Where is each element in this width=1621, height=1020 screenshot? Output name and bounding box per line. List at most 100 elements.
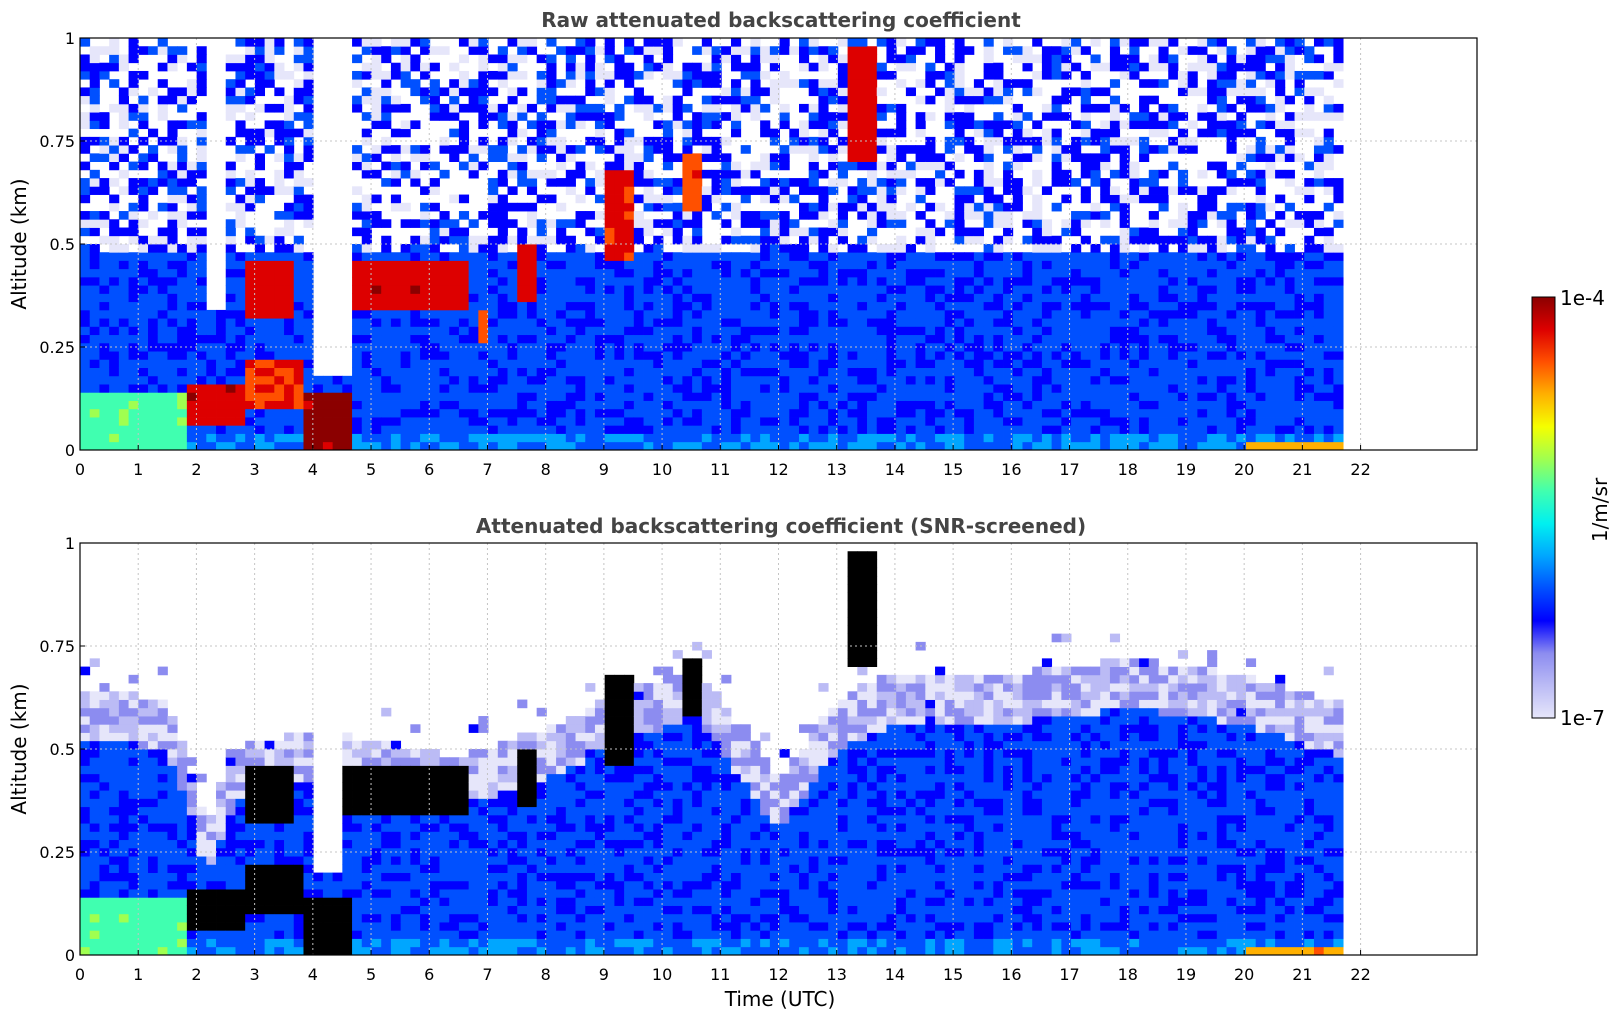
- heat-cell: [925, 359, 936, 368]
- heat-cell: [1304, 211, 1315, 220]
- heat-cell: [167, 441, 178, 451]
- heat-cell: [1304, 128, 1315, 138]
- heat-cell: [410, 260, 421, 270]
- heat-cell: [973, 425, 985, 434]
- heat-cell: [711, 169, 722, 179]
- heat-cell: [138, 120, 149, 130]
- heat-cell: [711, 46, 722, 55]
- heat-cell: [371, 351, 382, 360]
- heat-cell: [624, 161, 635, 171]
- heat-cell: [721, 161, 732, 171]
- heat-cell: [721, 301, 732, 311]
- heat-cell: [643, 268, 654, 278]
- heat-cell: [993, 268, 1004, 278]
- heat-cell: [837, 309, 848, 319]
- heat-cell: [808, 425, 819, 434]
- heat-cell: [488, 252, 499, 261]
- heat-cell: [439, 235, 450, 245]
- heat-cell: [1051, 103, 1062, 113]
- heat-cell: [1236, 417, 1247, 426]
- heat-cell: [381, 384, 392, 393]
- heat-cell: [993, 392, 1004, 401]
- heat-cell: [497, 153, 508, 162]
- heat-cell: [1265, 318, 1276, 327]
- heat-cell: [682, 79, 693, 88]
- heat-cell: [245, 252, 256, 261]
- heat-cell: [614, 186, 625, 195]
- heat-cell: [410, 359, 421, 368]
- heat-cell: [808, 62, 819, 72]
- heat-cell: [138, 293, 149, 303]
- heat-cell: [624, 219, 635, 228]
- heat-cell: [449, 433, 460, 443]
- heat-cell: [614, 219, 625, 228]
- heat-cell: [89, 326, 100, 336]
- heat-cell: [497, 392, 508, 401]
- heat-cell: [1119, 417, 1130, 426]
- heat-cell: [1139, 95, 1150, 105]
- heat-cell: [808, 293, 819, 303]
- heat-cell: [1275, 145, 1286, 154]
- heat-cell: [109, 342, 120, 352]
- heat-cell: [711, 95, 722, 105]
- heat-cell: [779, 425, 790, 434]
- heat-cell: [954, 62, 965, 72]
- heat-cell: [711, 70, 722, 80]
- heat-cell: [672, 211, 683, 220]
- heat-cell: [89, 54, 100, 64]
- heat-cell: [769, 79, 780, 88]
- heat-cell: [740, 417, 751, 426]
- heat-cell: [254, 367, 266, 377]
- heat-cell: [672, 120, 683, 130]
- heat-cell: [293, 417, 304, 426]
- heat-cell: [1294, 342, 1305, 352]
- heat-cell: [565, 145, 576, 154]
- heat-cell: [730, 227, 742, 237]
- heat-cell: [964, 227, 975, 237]
- heat-cell: [847, 417, 858, 426]
- heat-cell: [1245, 433, 1257, 443]
- heat-cell: [1255, 408, 1266, 418]
- heat-cell: [449, 112, 460, 121]
- heat-cell: [478, 441, 489, 451]
- heat-cell: [594, 326, 606, 336]
- heat-cell: [89, 46, 100, 55]
- heat-cell: [721, 46, 732, 55]
- heat-cell: [983, 433, 994, 443]
- heat-cell: [517, 260, 528, 270]
- heat-cell: [721, 235, 732, 245]
- heat-cell: [1051, 169, 1062, 179]
- heat-cell: [361, 359, 372, 368]
- heat-cell: [196, 318, 207, 327]
- heat-cell: [1148, 268, 1159, 278]
- heat-cell: [138, 367, 149, 377]
- heat-cell: [1255, 186, 1266, 195]
- heat-cell: [1245, 285, 1257, 294]
- heat-cell: [1139, 334, 1150, 344]
- heat-cell: [624, 186, 635, 195]
- heat-cell: [1022, 384, 1033, 393]
- heat-cell: [264, 276, 275, 286]
- heat-cell: [740, 351, 751, 360]
- heat-cell: [206, 408, 217, 418]
- heat-cell: [1236, 235, 1247, 245]
- heat-cell: [1148, 186, 1159, 195]
- heat-cell: [604, 46, 615, 55]
- heat-cell: [1139, 178, 1150, 187]
- heat-cell: [1197, 62, 1208, 72]
- heat-cell: [99, 252, 110, 261]
- heat-cell: [711, 194, 722, 204]
- heat-cell: [546, 433, 557, 443]
- heat-cell: [303, 309, 314, 319]
- heat-cell: [1226, 169, 1237, 179]
- heat-cell: [925, 268, 936, 278]
- heat-cell: [594, 384, 606, 393]
- heat-cell: [390, 194, 402, 204]
- heat-cell: [1032, 301, 1043, 311]
- heat-cell: [109, 400, 120, 410]
- heat-cell: [80, 227, 91, 237]
- heat-cell: [886, 417, 897, 426]
- heat-cell: [468, 95, 479, 105]
- heat-cell: [390, 433, 402, 443]
- heat-cell: [1177, 301, 1189, 311]
